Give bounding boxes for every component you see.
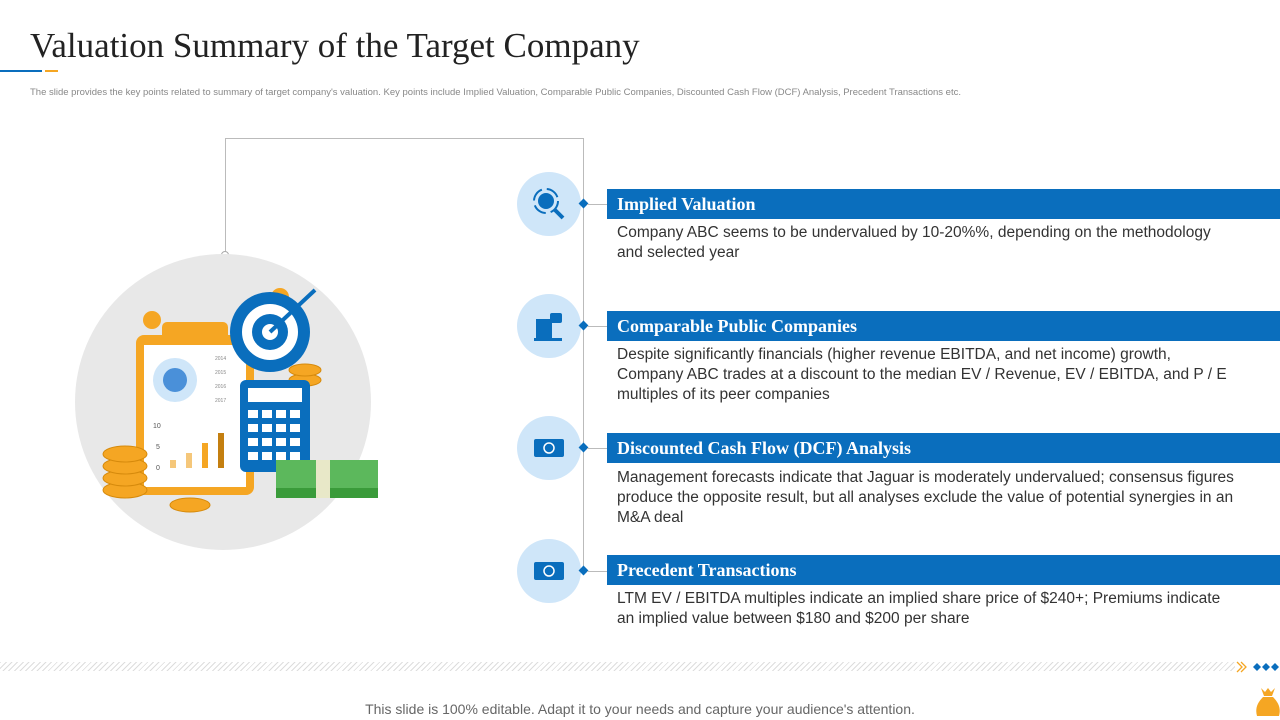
valuation-illustration: 2014 2015 2016 2017 10 5 0 [75, 254, 378, 550]
item-text: LTM EV / EBITDA multiples indicate an im… [617, 590, 1221, 627]
building-chat-icon [517, 294, 581, 358]
item-text: Management forecasts indicate that Jagua… [617, 469, 1234, 526]
connector-branch [587, 571, 607, 572]
title-underline-blue [0, 70, 42, 72]
page-subtitle: The slide provides the key points relate… [30, 87, 961, 98]
item-heading: Comparable Public Companies [607, 311, 1280, 341]
money-bag-icon [1256, 688, 1280, 716]
item-heading: Implied Valuation [607, 189, 1280, 219]
connector-left [225, 138, 226, 254]
connector-branch [587, 448, 607, 449]
connector-spine [583, 138, 584, 572]
legend-year: 2015 [215, 370, 226, 376]
legend-year: 2016 [215, 384, 226, 390]
connector-branch [587, 204, 607, 205]
title-underline-orange [45, 70, 58, 72]
tick: 5 [156, 444, 160, 451]
tick: 10 [153, 423, 161, 430]
item-heading: Discounted Cash Flow (DCF) Analysis [607, 433, 1280, 463]
rupee-search-icon [517, 172, 581, 236]
cash-flow-icon [517, 539, 581, 603]
item-text: Company ABC seems to be undervalued by 1… [617, 224, 1211, 261]
connector-top [225, 138, 584, 139]
chevron-diamonds-icon [1236, 661, 1279, 673]
footer-text: This slide is 100% editable. Adapt it to… [365, 701, 915, 717]
legend-year: 2014 [215, 356, 226, 362]
page-title: Valuation Summary of the Target Company [30, 26, 640, 65]
tick: 0 [156, 465, 160, 472]
item-heading: Precedent Transactions [607, 555, 1280, 585]
footer-divider [0, 662, 1235, 671]
cash-flow-icon [517, 416, 581, 480]
connector-branch [587, 326, 607, 327]
item-text: Despite significantly financials (higher… [617, 346, 1227, 403]
legend-year: 2017 [215, 398, 226, 404]
